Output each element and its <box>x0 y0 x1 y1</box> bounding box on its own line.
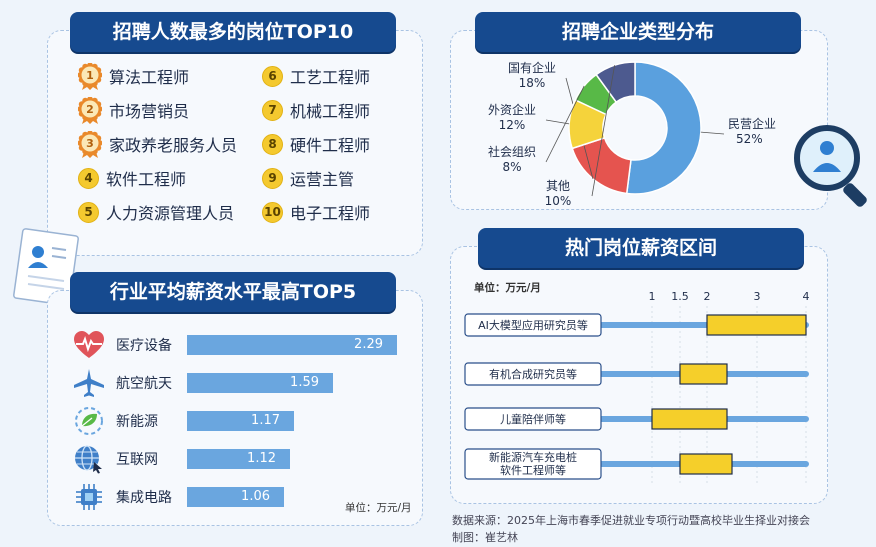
industry-row: 新能源 1.17 <box>72 406 412 436</box>
rank-item-9: 9 运营主管 <box>262 164 354 192</box>
industry-name: 医疗设备 <box>116 338 172 354</box>
salary-unit: 单位：万元/月 <box>474 282 541 294</box>
rank-label: 硬件工程师 <box>290 136 371 155</box>
rank-item-3: 3 家政养老服务人员 <box>77 130 238 158</box>
industry-row: 医疗设备 2.29 <box>72 330 412 360</box>
top10-title: 招聘人数最多的岗位TOP10 <box>70 12 396 52</box>
rank-badge: 7 <box>262 99 283 121</box>
rank-label: 机械工程师 <box>290 102 371 121</box>
rank-badge: 4 <box>78 167 99 189</box>
industry-bar: 1.06 <box>187 487 284 507</box>
rank-badge: 6 <box>262 65 283 87</box>
pie-title: 招聘企业类型分布 <box>475 12 801 52</box>
rank-label: 运营主管 <box>290 170 355 189</box>
rank-label: 算法工程师 <box>109 68 190 87</box>
rank-badge: 9 <box>262 167 283 189</box>
industry-bar: 2.29 <box>187 335 397 355</box>
rank-badge: 10 <box>262 201 283 223</box>
salary-title: 热门岗位薪资区间 <box>478 228 804 268</box>
rank-label: 工艺工程师 <box>290 68 371 87</box>
industry-bar: 1.59 <box>187 373 333 393</box>
industry-name: 互联网 <box>116 452 158 468</box>
rank-item-6: 6 工艺工程师 <box>262 62 370 90</box>
industry-name: 集成电路 <box>116 490 172 506</box>
resume-icon <box>13 228 79 306</box>
industry-row: 互联网 1.12 <box>72 444 412 474</box>
pie-panel <box>450 30 828 210</box>
rank-label: 电子工程师 <box>290 204 371 223</box>
rank-item-8: 8 硬件工程师 <box>262 130 370 158</box>
rank-label: 家政养老服务人员 <box>109 136 238 155</box>
rank-label: 软件工程师 <box>106 170 187 189</box>
industry-row: 集成电路 1.06 <box>72 482 412 512</box>
rank-item-1: 1 算法工程师 <box>77 62 190 90</box>
author-note: 制图：崔艺林 <box>452 531 518 544</box>
medal-icon: 3 <box>77 130 103 158</box>
industry-bar: 1.12 <box>187 449 290 469</box>
medal-rank: 1 <box>86 69 94 82</box>
rank-badge: 5 <box>78 201 99 223</box>
industry-title: 行业平均薪资水平最高TOP5 <box>70 272 396 312</box>
medal-rank: 2 <box>86 103 94 116</box>
chip-icon <box>72 482 106 512</box>
heart-pulse-icon <box>72 330 106 360</box>
rank-item-7: 7 机械工程师 <box>262 96 370 124</box>
leaf-icon <box>72 406 106 436</box>
rank-item-10: 10 电子工程师 <box>262 198 370 226</box>
source-note: 数据来源：2025年上海市春季促进就业专项行动暨高校毕业生择业对接会 <box>452 514 810 527</box>
rank-badge: 8 <box>262 133 283 155</box>
industry-row: 航空航天 1.59 <box>72 368 412 398</box>
rank-label: 市场营销员 <box>109 102 190 121</box>
globe-icon <box>72 444 106 474</box>
rank-item-4: 4 软件工程师 <box>78 164 186 192</box>
rank-item-2: 2 市场营销员 <box>77 96 190 124</box>
medal-rank: 3 <box>86 137 94 150</box>
magnifier-person-icon <box>794 125 867 207</box>
airplane-icon <box>72 368 106 398</box>
medal-icon: 1 <box>77 62 103 90</box>
medal-icon: 2 <box>77 96 103 124</box>
industry-name: 新能源 <box>116 414 158 430</box>
industry-name: 航空航天 <box>116 376 172 392</box>
industry-unit: 单位：万元/月 <box>345 502 412 514</box>
top10-panel <box>47 30 423 256</box>
rank-label: 人力资源管理人员 <box>106 204 235 223</box>
industry-panel <box>47 290 423 526</box>
industry-bar: 1.17 <box>187 411 294 431</box>
rank-item-5: 5 人力资源管理人员 <box>78 198 234 226</box>
